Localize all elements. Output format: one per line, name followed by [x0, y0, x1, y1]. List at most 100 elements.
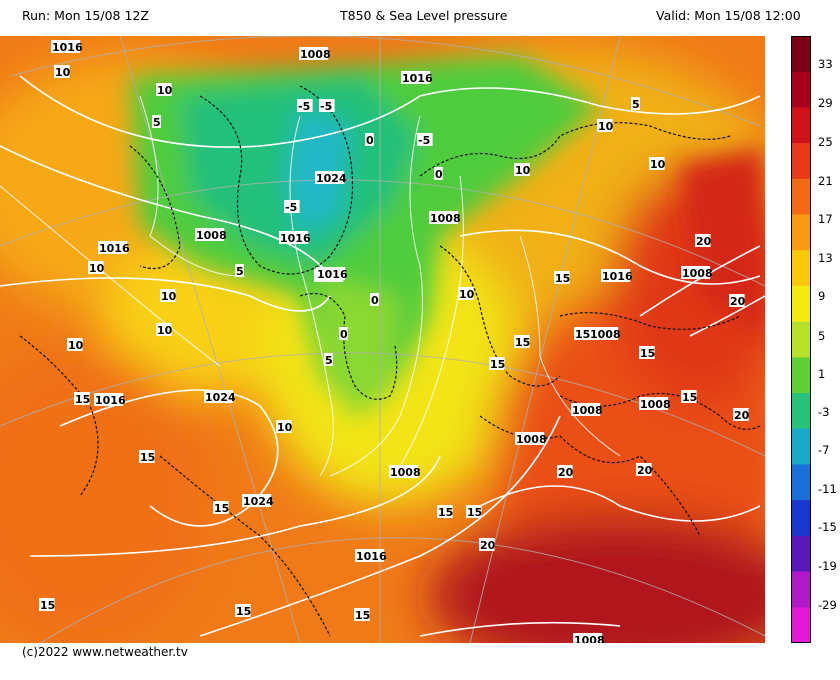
colorbar-swatch [791, 178, 811, 216]
credit-text: (c)2022 www.netweather.tv [22, 645, 188, 659]
contour-label: 15 [681, 390, 697, 404]
colorbar-label: 33 [818, 57, 833, 71]
contour-label: 15 [74, 392, 90, 406]
colorbar-label: 29 [818, 96, 833, 110]
contour-label: 0 [339, 327, 348, 341]
coastlines [19, 85, 761, 637]
svg-text:5: 5 [236, 265, 244, 278]
svg-text:-5: -5 [418, 134, 430, 147]
contour-label: 20 [729, 294, 746, 308]
contour-label: 1008 [589, 327, 621, 341]
contour-label: 0 [370, 293, 379, 307]
svg-text:10: 10 [650, 158, 666, 171]
contour-label: 10 [88, 261, 105, 275]
svg-text:15: 15 [490, 358, 505, 371]
svg-text:1016: 1016 [356, 550, 387, 563]
contour-label: 1016 [316, 267, 348, 281]
colorbar-swatch [791, 393, 811, 430]
svg-text:1008: 1008 [640, 398, 671, 411]
contour-label: 0 [365, 133, 374, 147]
svg-text:15: 15 [214, 502, 229, 515]
svg-text:1016: 1016 [99, 242, 130, 255]
svg-text:-5: -5 [285, 201, 297, 214]
colorbar-label: -19 [818, 559, 837, 573]
colorbar-label: -7 [818, 443, 830, 457]
contour-label: 20 [557, 465, 574, 479]
svg-text:15: 15 [640, 347, 655, 360]
svg-text:20: 20 [696, 235, 712, 248]
contour-label: 1016 [401, 71, 433, 85]
colorbar-label: 1 [818, 367, 826, 381]
svg-text:1008: 1008 [574, 634, 605, 643]
contour-label: 1008 [429, 211, 461, 225]
contour-label: 15 [39, 598, 55, 612]
contour-label: 10 [67, 338, 84, 352]
svg-text:1016: 1016 [52, 41, 83, 54]
svg-text:15: 15 [467, 506, 482, 519]
colorbar-swatch [791, 250, 811, 287]
contour-label: 15 [466, 505, 482, 519]
colorbar-swatch [791, 357, 811, 394]
svg-text:15: 15 [682, 391, 697, 404]
contour-label: 20 [479, 538, 496, 552]
contour-label: 15 [554, 271, 570, 285]
svg-text:15: 15 [75, 393, 90, 406]
colorbar-swatch [791, 500, 811, 537]
contour-label: 1024 [242, 494, 274, 508]
colorbar-swatch [791, 464, 811, 501]
svg-text:1016: 1016 [602, 270, 633, 283]
svg-text:10: 10 [161, 290, 177, 303]
colorbar-swatch [791, 214, 811, 251]
contour-label: 1016 [279, 231, 311, 245]
contour-label: 15 [235, 604, 251, 618]
svg-text:15: 15 [40, 599, 55, 612]
svg-text:10: 10 [55, 66, 71, 79]
colorbar-label: 9 [818, 289, 826, 303]
svg-text:10: 10 [598, 120, 614, 133]
contour-label: 10 [649, 157, 666, 171]
svg-text:15: 15 [555, 272, 570, 285]
contour-labels: 1016 10 1008 1016 5 10 -5 10 5 -5 1024 1016 10 0 -5 -5 1… [39, 40, 750, 643]
colorbar-swatch [791, 607, 811, 643]
svg-text:1008: 1008 [590, 328, 621, 341]
svg-text:20: 20 [730, 295, 746, 308]
colorbar-swatch [791, 143, 811, 180]
contour-label: 5 [235, 264, 244, 278]
contour-label: 10 [54, 65, 71, 79]
svg-text:0: 0 [366, 134, 374, 147]
svg-text:1016: 1016 [280, 232, 311, 245]
contour-label: 1008 [299, 47, 331, 61]
contour-label: 1008 [389, 465, 421, 479]
svg-text:15: 15 [236, 605, 251, 618]
map-title: T850 & Sea Level pressure [340, 8, 508, 23]
svg-text:1008: 1008 [682, 267, 713, 280]
colorbar-swatch [791, 107, 811, 144]
svg-text:10: 10 [157, 324, 173, 337]
contour-label: 1016 [94, 393, 126, 407]
colorbar-swatch [791, 36, 811, 73]
contour-label: 20 [695, 234, 712, 248]
colorbar-swatch [791, 535, 811, 573]
svg-text:1016: 1016 [317, 268, 348, 281]
contour-label: 10 [597, 119, 614, 133]
svg-text:20: 20 [558, 466, 574, 479]
colorbar-label: 13 [818, 251, 833, 265]
contour-label: 1024 [315, 171, 347, 185]
svg-text:1024: 1024 [243, 495, 274, 508]
svg-text:10: 10 [157, 84, 173, 97]
colorbar-swatch [791, 285, 811, 323]
svg-text:20: 20 [734, 409, 750, 422]
svg-text:10: 10 [89, 262, 105, 275]
colorbar-label: -11 [818, 482, 837, 496]
pressure-isobars [0, 75, 765, 637]
colorbar-swatch [791, 321, 811, 358]
temperature-colorbar [791, 36, 811, 643]
svg-text:10: 10 [68, 339, 84, 352]
contour-label: 10 [514, 163, 531, 177]
temperature-isotherms [0, 95, 621, 477]
svg-text:10: 10 [515, 164, 531, 177]
colorbar-label: 21 [818, 174, 833, 188]
graticule [0, 36, 765, 643]
contour-label: 1024 [204, 390, 236, 404]
colorbar-label: -3 [818, 405, 830, 419]
